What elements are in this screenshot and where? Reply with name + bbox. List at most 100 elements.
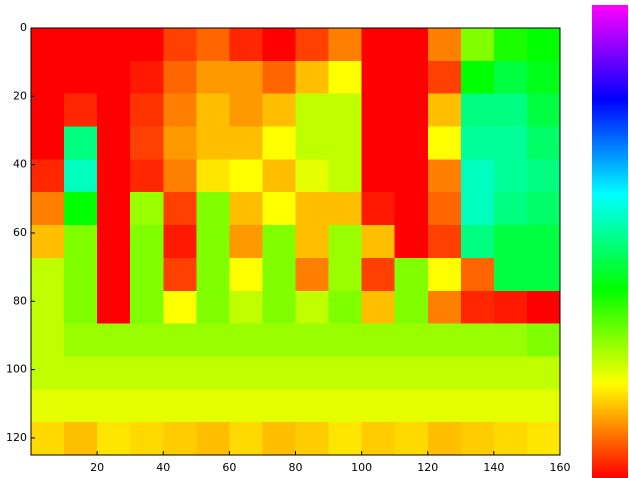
cell (362, 225, 396, 258)
cell (64, 28, 98, 61)
cell (196, 94, 230, 127)
page: {"chart_data": {"type": "heatmap", "xlim… (0, 0, 629, 478)
cell (329, 61, 363, 94)
cell (130, 159, 164, 192)
cell (31, 159, 65, 192)
cell (461, 192, 495, 225)
cell (362, 422, 396, 455)
cell (163, 61, 197, 94)
cell (196, 258, 230, 291)
cell (527, 422, 561, 455)
cell (262, 28, 296, 61)
cell (97, 356, 131, 389)
cell (262, 225, 296, 258)
cell (395, 291, 429, 324)
cell (296, 28, 330, 61)
cell (97, 94, 131, 127)
cell (64, 127, 98, 160)
cell (461, 356, 495, 389)
cell (196, 28, 230, 61)
y-tick-label: 20 (13, 89, 27, 102)
cell (64, 422, 98, 455)
cell (97, 422, 131, 455)
cell (527, 192, 561, 225)
cell (31, 225, 65, 258)
cell (494, 356, 528, 389)
cell (527, 94, 561, 127)
cell (229, 324, 263, 357)
cell (494, 291, 528, 324)
x-tick-label: 120 (417, 461, 438, 474)
cell (461, 324, 495, 357)
cell (428, 94, 462, 127)
cell (362, 28, 396, 61)
cell (527, 324, 561, 357)
cell (329, 159, 363, 192)
cell (196, 61, 230, 94)
cell (262, 324, 296, 357)
cell (527, 61, 561, 94)
cell (229, 94, 263, 127)
cell (329, 324, 363, 357)
cell (97, 258, 131, 291)
cell (494, 159, 528, 192)
cell (395, 324, 429, 357)
cell (130, 28, 164, 61)
cell (362, 159, 396, 192)
cell (163, 389, 197, 422)
cell (329, 94, 363, 127)
cell (428, 127, 462, 160)
cell (296, 225, 330, 258)
cell (428, 192, 462, 225)
cell (329, 422, 363, 455)
cell (527, 159, 561, 192)
cell (395, 94, 429, 127)
cell (196, 192, 230, 225)
cell (296, 94, 330, 127)
cell (163, 127, 197, 160)
cell (196, 291, 230, 324)
cell (428, 356, 462, 389)
x-tick-label: 80 (289, 461, 303, 474)
colorbar (592, 5, 628, 478)
cell (329, 225, 363, 258)
cell (64, 356, 98, 389)
cell (296, 324, 330, 357)
cell (163, 422, 197, 455)
cell (296, 356, 330, 389)
cell (296, 192, 330, 225)
cell (362, 291, 396, 324)
cell (428, 258, 462, 291)
cell (395, 159, 429, 192)
cell (163, 192, 197, 225)
cell (163, 28, 197, 61)
cell (395, 28, 429, 61)
cell (395, 192, 429, 225)
cell (229, 28, 263, 61)
cell (31, 28, 65, 61)
cell (461, 61, 495, 94)
cell (229, 389, 263, 422)
cell (329, 291, 363, 324)
cell (31, 127, 65, 160)
cell (527, 291, 561, 324)
cell (97, 225, 131, 258)
cell (329, 28, 363, 61)
cell (262, 159, 296, 192)
cell (461, 422, 495, 455)
cell (329, 127, 363, 160)
cell (31, 389, 65, 422)
cell (296, 61, 330, 94)
cell (31, 61, 65, 94)
cell (229, 127, 263, 160)
x-tick-label: 40 (156, 461, 170, 474)
cell (329, 356, 363, 389)
cell (229, 422, 263, 455)
cell (64, 291, 98, 324)
cell (163, 356, 197, 389)
cell (64, 61, 98, 94)
cell (262, 422, 296, 455)
cell (395, 225, 429, 258)
cell (362, 127, 396, 160)
cell (527, 127, 561, 160)
